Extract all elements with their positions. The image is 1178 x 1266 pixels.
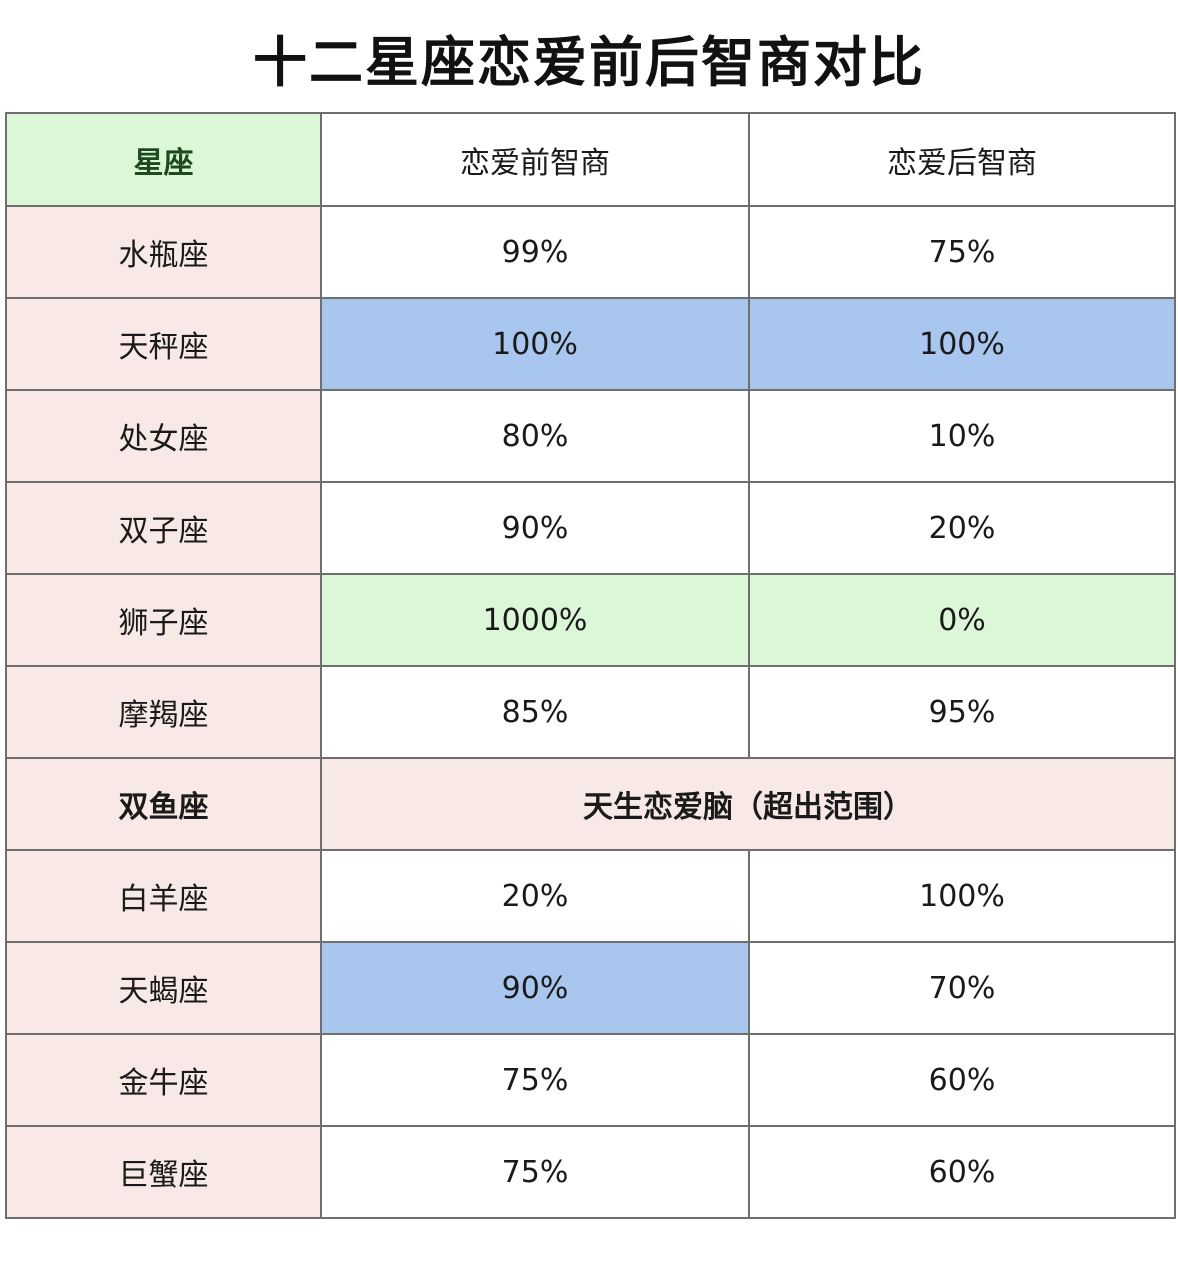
after-cell: 60% [748,1125,1176,1219]
table-row: 摩羯座 85% 95% [5,665,1176,759]
after-cell: 10% [748,389,1176,483]
header-after: 恋爱后智商 [748,112,1176,207]
table-header-row: 星座 恋爱前智商 恋爱后智商 [5,112,1176,207]
sign-cell: 白羊座 [5,849,322,943]
table-row: 处女座 80% 10% [5,389,1176,483]
merged-note-cell: 天生恋爱脑（超出范围） [320,757,1176,851]
table-row: 金牛座 75% 60% [5,1033,1176,1127]
after-cell: 75% [748,205,1176,299]
sign-cell: 双鱼座 [5,757,322,851]
before-cell: 1000% [320,573,750,667]
before-cell: 99% [320,205,750,299]
table-row: 双子座 90% 20% [5,481,1176,575]
table-row: 天蝎座 90% 70% [5,941,1176,1035]
after-cell: 100% [748,297,1176,391]
sign-cell: 摩羯座 [5,665,322,759]
sign-cell: 狮子座 [5,573,322,667]
sign-cell: 处女座 [5,389,322,483]
table-row: 天秤座 100% 100% [5,297,1176,391]
before-cell: 80% [320,389,750,483]
before-cell: 75% [320,1125,750,1219]
table-row: 巨蟹座 75% 60% [5,1125,1176,1219]
after-cell: 60% [748,1033,1176,1127]
table-row: 白羊座 20% 100% [5,849,1176,943]
header-before: 恋爱前智商 [320,112,750,207]
header-sign: 星座 [5,112,322,207]
after-cell: 70% [748,941,1176,1035]
sign-cell: 金牛座 [5,1033,322,1127]
after-cell: 20% [748,481,1176,575]
comparison-table: 星座 恋爱前智商 恋爱后智商 水瓶座 99% 75% 天秤座 100% 100% 处女座 80… [5,112,1176,1219]
before-cell: 100% [320,297,750,391]
before-cell: 20% [320,849,750,943]
after-cell: 95% [748,665,1176,759]
sign-cell: 双子座 [5,481,322,575]
table-row: 双鱼座 天生恋爱脑（超出范围） [5,757,1176,851]
table-row: 狮子座 1000% 0% [5,573,1176,667]
before-cell: 90% [320,941,750,1035]
table-row: 水瓶座 99% 75% [5,205,1176,299]
before-cell: 85% [320,665,750,759]
after-cell: 100% [748,849,1176,943]
sign-cell: 水瓶座 [5,205,322,299]
after-cell: 0% [748,573,1176,667]
sign-cell: 天蝎座 [5,941,322,1035]
before-cell: 90% [320,481,750,575]
sign-cell: 天秤座 [5,297,322,391]
before-cell: 75% [320,1033,750,1127]
sign-cell: 巨蟹座 [5,1125,322,1219]
page-title: 十二星座恋爱前后智商对比 [253,31,925,94]
